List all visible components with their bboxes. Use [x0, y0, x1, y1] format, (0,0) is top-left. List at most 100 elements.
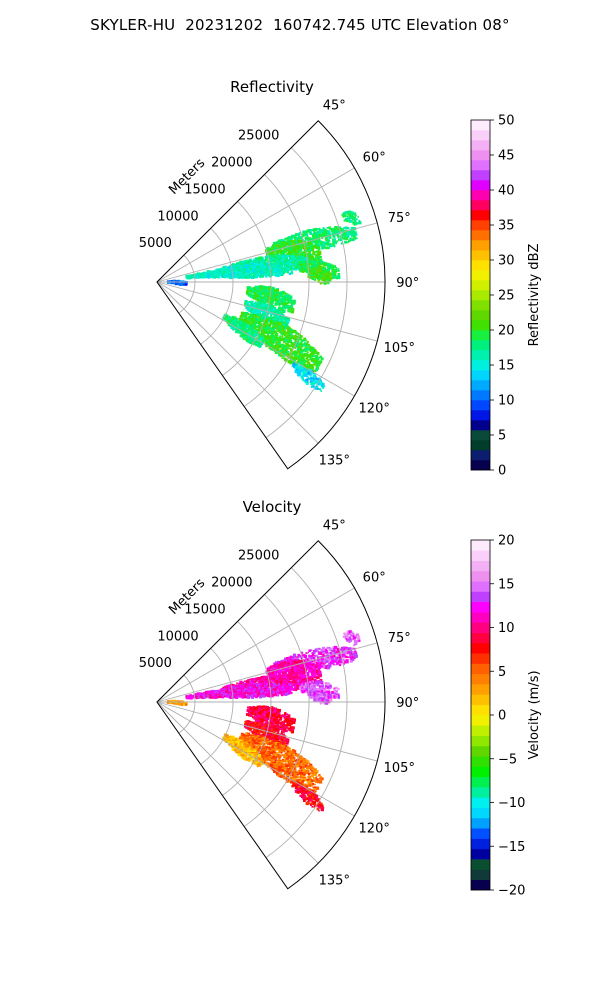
echo-cell — [300, 242, 304, 246]
echo-cell — [305, 668, 308, 671]
echo-cell — [325, 246, 328, 250]
echo-cell — [332, 240, 335, 243]
echo-cell — [256, 309, 260, 313]
echo-cell — [252, 275, 256, 279]
echo-cell — [299, 679, 303, 683]
echo-cell — [310, 670, 313, 674]
echo-cell — [325, 649, 328, 653]
echo-cell — [308, 251, 311, 254]
echo-cell — [250, 308, 254, 312]
echo-cell — [338, 226, 342, 229]
echo-cell — [283, 258, 286, 261]
echo-cell — [320, 230, 325, 234]
echo-cell — [250, 687, 254, 691]
echo-cell — [308, 688, 313, 692]
echo-cell — [317, 681, 319, 683]
echo-cell — [302, 669, 305, 672]
echo-cell — [328, 233, 331, 236]
echo-cell — [290, 687, 294, 691]
echo-cell — [275, 674, 277, 677]
echo-cell — [317, 649, 319, 652]
echo-cell — [347, 647, 350, 650]
echo-cell — [308, 261, 312, 265]
echo-cell — [331, 245, 334, 248]
echo-cell — [286, 262, 289, 265]
echo-cell — [285, 256, 288, 260]
echo-cell — [270, 302, 273, 306]
echo-cell — [290, 663, 293, 667]
echo-cell — [267, 333, 269, 336]
echo-cell — [322, 652, 324, 655]
echo-cell — [290, 676, 294, 680]
echo-cell — [316, 233, 318, 235]
echo-cell — [306, 661, 309, 664]
echo-cell — [291, 330, 294, 333]
echo-cell — [322, 229, 327, 234]
echo-cell — [340, 233, 343, 236]
echo-cell — [236, 689, 240, 692]
echo-cell — [310, 685, 315, 689]
colorbar-tick-label: 45 — [498, 149, 515, 164]
echo-cell — [325, 270, 328, 274]
echo-cell — [299, 256, 302, 259]
echo-cell — [249, 265, 253, 268]
echo-cell — [286, 688, 289, 691]
echo-cell — [339, 235, 341, 238]
echo-cell — [301, 378, 304, 381]
echo-cell — [351, 654, 354, 657]
echo-cell — [254, 302, 257, 305]
echo-cell — [320, 276, 322, 278]
echo-cell — [302, 680, 304, 683]
echo-cell — [276, 692, 279, 695]
echo-cell — [307, 343, 310, 347]
echo-cell — [257, 694, 260, 697]
colorbar-tick-label: 20 — [498, 324, 515, 339]
echo-cell — [286, 350, 290, 354]
echo-cell — [353, 655, 356, 658]
echo-cell — [303, 658, 306, 661]
echo-cell — [270, 665, 274, 669]
echo-cell — [259, 299, 262, 303]
echo-cell — [310, 346, 314, 350]
colorbar-segment — [471, 300, 490, 311]
echo-cell — [311, 665, 314, 668]
echo-cell — [276, 690, 280, 694]
echo-cell — [320, 648, 324, 652]
colorbar-segment — [471, 430, 490, 441]
echo-cell — [269, 257, 272, 260]
echo-cell — [281, 297, 284, 300]
azimuth-tick-label: 75° — [388, 211, 411, 226]
echo-cell — [314, 669, 317, 672]
echo-cell — [239, 275, 242, 279]
echo-cell — [235, 269, 237, 272]
echo-cell — [312, 366, 315, 369]
echo-cell — [281, 261, 285, 265]
echo-cell — [344, 646, 348, 650]
echo-cell — [239, 695, 242, 698]
echo-cell — [257, 678, 260, 680]
echo-cell — [354, 651, 357, 654]
echo-cell — [258, 327, 262, 331]
echo-cell — [309, 696, 313, 699]
echo-cell — [266, 286, 269, 289]
echo-cell — [342, 653, 346, 657]
echo-cell — [309, 276, 313, 279]
echo-cell — [270, 293, 273, 296]
echo-cell — [280, 333, 283, 335]
echo-cell — [315, 267, 318, 270]
echo-cell — [265, 330, 269, 334]
echo-cell — [339, 656, 343, 660]
echo-cell — [308, 367, 312, 371]
echo-cell — [325, 231, 329, 235]
echo-cell — [302, 664, 306, 668]
echo-cell — [291, 668, 295, 672]
echo-cell — [272, 266, 275, 269]
echo-cell — [278, 291, 281, 294]
echo-cell — [291, 234, 295, 238]
echo-cell — [299, 264, 302, 267]
echo-cell — [284, 307, 287, 310]
echo-region — [222, 313, 265, 348]
echo-cell — [308, 238, 312, 242]
echo-cell — [269, 297, 272, 301]
echo-cell — [316, 381, 319, 384]
